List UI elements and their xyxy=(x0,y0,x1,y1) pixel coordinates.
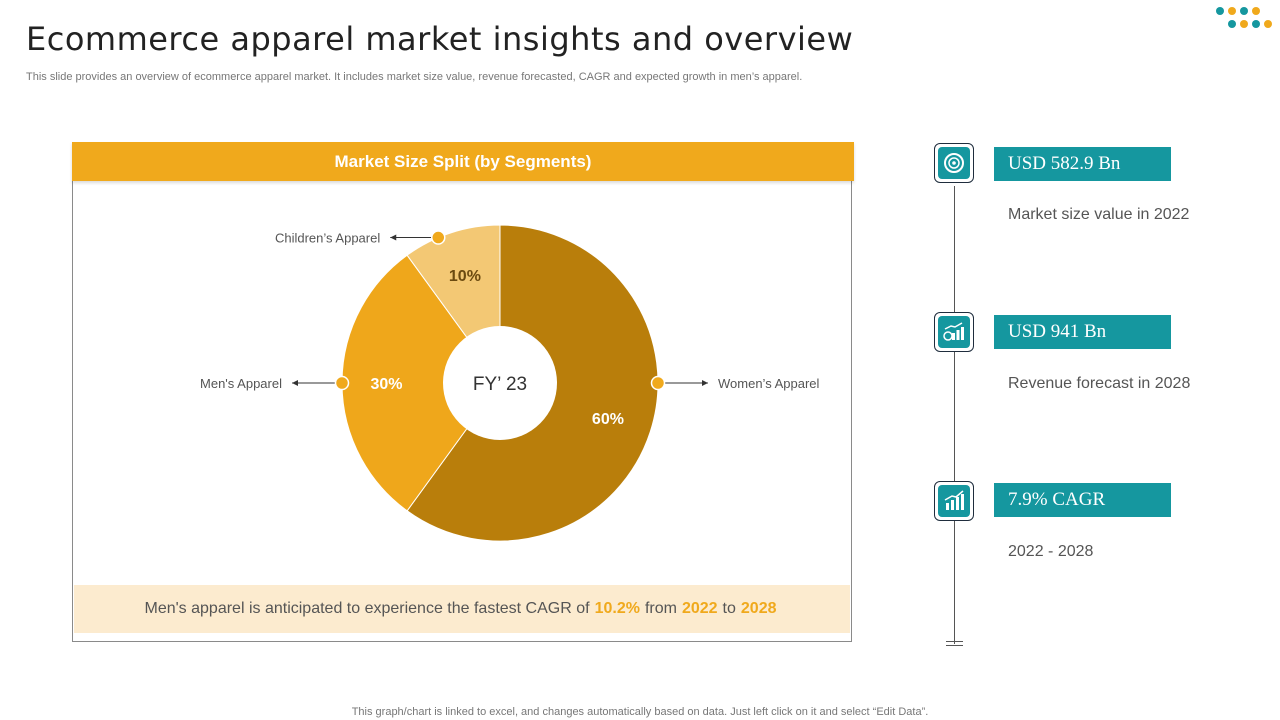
timeline-base xyxy=(946,641,963,642)
kpi-desc-3: 2022 - 2028 xyxy=(1008,543,1094,560)
kpi-value-1: USD 582.9 Bn xyxy=(994,147,1171,181)
bar-growth-icon xyxy=(944,490,964,510)
kpi-icon-2 xyxy=(934,312,974,352)
target-icon xyxy=(944,153,964,173)
footer-note: This graph/chart is linked to excel, and… xyxy=(351,706,929,718)
kpi-icon-3 xyxy=(934,481,974,521)
decorative-dots xyxy=(1214,6,1278,34)
note-cagr: 10.2% xyxy=(594,600,640,617)
note-prefix: Men's apparel is anticipated to experien… xyxy=(144,600,590,617)
kpi-value-2: USD 941 Bn xyxy=(994,315,1171,349)
timeline-line xyxy=(954,186,955,644)
kpi-desc-1: Market size value in 2022 xyxy=(1008,206,1190,223)
revenue-growth-icon xyxy=(943,322,964,341)
timeline-base xyxy=(946,645,963,646)
slice-name-label-2: Children’s Apparel xyxy=(275,231,380,246)
slice-value-label-1: 30% xyxy=(370,376,402,393)
card-header: Market Size Split (by Segments) xyxy=(72,142,854,181)
callout-arrow-0 xyxy=(702,380,708,386)
note-to: to xyxy=(722,600,736,617)
slice-value-label-2: 10% xyxy=(449,268,481,285)
note-start-year: 2022 xyxy=(681,600,718,617)
callout-dot-2 xyxy=(431,230,446,245)
kpi-value-3: 7.9% CAGR xyxy=(994,483,1171,517)
callout-arrow-1 xyxy=(292,380,298,386)
note-end-year: 2028 xyxy=(740,600,777,617)
slice-name-label-1: Men's Apparel xyxy=(200,376,282,391)
kpi-icon-1 xyxy=(934,143,974,183)
cagr-note: Men's apparel is anticipated to experien… xyxy=(74,585,850,633)
callout-dot-1 xyxy=(334,375,350,391)
kpi-desc-2: Revenue forecast in 2028 xyxy=(1008,375,1191,392)
market-split-card: Market Size Split (by Segments) 60% 30% 10… xyxy=(72,142,854,642)
slice-value-label-0: 60% xyxy=(592,411,624,428)
donut-hole xyxy=(443,326,557,440)
callout-arrow-2 xyxy=(390,234,397,241)
callout-dot-0 xyxy=(650,375,666,391)
slice-name-label-0: Women’s Apparel xyxy=(718,376,820,391)
donut-center-label: FY’ 23 xyxy=(473,374,527,395)
note-from: from xyxy=(644,600,677,617)
page-subtitle: This slide provides an overview of ecomm… xyxy=(26,71,803,83)
page-title: Ecommerce apparel market insights and ov… xyxy=(26,20,854,58)
pie-chart[interactable]: 60% 30% 10% FY’ 23 Women’s Apparel Men's Appa… xyxy=(73,143,853,583)
